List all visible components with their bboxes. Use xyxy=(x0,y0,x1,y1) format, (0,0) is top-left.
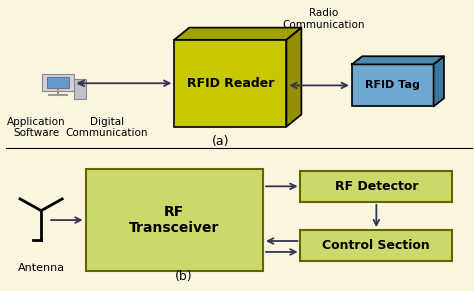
Circle shape xyxy=(78,81,83,85)
Text: Antenna: Antenna xyxy=(18,263,65,273)
Text: Application
Software: Application Software xyxy=(7,116,66,138)
Text: (a): (a) xyxy=(212,135,230,148)
Text: (b): (b) xyxy=(175,270,192,283)
FancyBboxPatch shape xyxy=(42,74,74,91)
Text: RF Detector: RF Detector xyxy=(335,180,418,193)
Text: Digital
Communication: Digital Communication xyxy=(65,116,148,138)
Text: Control Section: Control Section xyxy=(322,239,430,252)
FancyBboxPatch shape xyxy=(301,230,452,261)
FancyBboxPatch shape xyxy=(174,40,286,127)
Text: Radio
Communication: Radio Communication xyxy=(283,8,365,29)
Polygon shape xyxy=(174,28,301,40)
FancyBboxPatch shape xyxy=(74,79,86,99)
Text: RFID Tag: RFID Tag xyxy=(365,80,420,91)
FancyBboxPatch shape xyxy=(47,77,69,88)
Text: RF
Transceiver: RF Transceiver xyxy=(129,205,219,235)
FancyBboxPatch shape xyxy=(352,64,434,107)
Polygon shape xyxy=(286,28,301,127)
FancyBboxPatch shape xyxy=(85,169,263,272)
Polygon shape xyxy=(352,56,444,64)
Text: RFID Reader: RFID Reader xyxy=(187,77,274,90)
Polygon shape xyxy=(434,56,444,107)
FancyBboxPatch shape xyxy=(301,171,452,202)
